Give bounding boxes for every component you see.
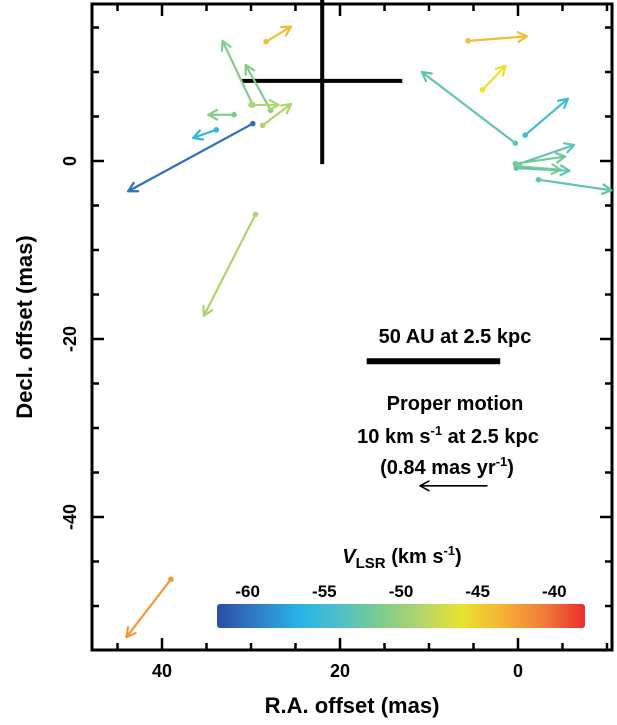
maser-vector-head <box>220 39 232 52</box>
colorbar-tick-label: -40 <box>542 582 567 601</box>
maser-vector-head <box>563 142 576 154</box>
x-tick-label: 0 <box>513 661 523 681</box>
maser-vector-origin <box>252 211 259 218</box>
scale-bar-label: 50 AU at 2.5 kpc <box>379 326 532 348</box>
maser-vector-origin <box>248 102 254 108</box>
maser-vector-shaft <box>127 122 254 193</box>
colorbar-tick-label: -45 <box>465 582 490 601</box>
maser-vector <box>202 211 259 317</box>
colorbar-tick-label: -60 <box>235 582 260 601</box>
maser-vector-shaft <box>420 70 517 145</box>
maser-vector-head <box>559 164 571 177</box>
maser-vector-shaft <box>265 25 293 43</box>
maser-vector <box>420 70 519 146</box>
colorbar-tick-label: -55 <box>312 582 337 601</box>
maser-vector-head <box>554 151 567 164</box>
maser-vector-origin <box>522 132 528 138</box>
maser-vector-origin <box>168 576 174 583</box>
maser-vector-origin <box>479 87 486 93</box>
reference-arrow <box>419 480 488 492</box>
colorbar-tick-label: -50 <box>389 582 414 601</box>
maser-vector-head <box>207 108 219 121</box>
maser-vector-head <box>420 70 433 83</box>
reference-motion-arrow-head <box>419 480 430 492</box>
maser-vector-shaft <box>481 64 507 91</box>
colorbar-title: VLSR (km s-1) <box>342 543 461 572</box>
proper-motion-vectors <box>125 25 613 639</box>
maser-vector-head <box>192 129 205 141</box>
maser-vector <box>514 142 576 168</box>
colorbar-tick-labels: -60 -55 -50 -45 -40 <box>235 582 566 601</box>
maser-vector-head <box>202 304 214 317</box>
maser-vector <box>479 64 507 93</box>
axis-tick-labels: 40 20 0 0 -20 -40 <box>60 156 523 681</box>
plot-frame <box>90 2 614 652</box>
axis-ticks <box>92 4 612 650</box>
maser-vector-shaft <box>515 167 571 172</box>
maser-vector-shaft <box>202 213 257 317</box>
maser-vector <box>535 176 613 195</box>
maser-vector-origin <box>512 160 519 167</box>
maser-vector <box>465 31 529 44</box>
y-tick-label: -20 <box>60 326 80 352</box>
maser-vector-origin <box>512 140 519 146</box>
maser-vector-origin <box>263 38 269 45</box>
maser-vector-shaft <box>524 97 569 137</box>
maser-vector-head <box>280 102 293 115</box>
maser-vector-shaft <box>221 39 254 107</box>
maser-vector <box>207 108 237 121</box>
maser-vector-shaft <box>125 578 172 639</box>
maser-vector-shaft <box>192 128 218 139</box>
maser-vector-head <box>494 64 507 77</box>
maser-vector <box>522 97 569 138</box>
maser-vector-origin <box>259 122 266 129</box>
maser-vector-origin <box>535 176 542 183</box>
maser-vector-shaft <box>514 155 567 165</box>
maser-vector-head <box>279 25 293 37</box>
maser-vector <box>512 151 567 167</box>
maser-vector-origin <box>231 111 237 118</box>
y-axis-title: Decl. offset (mas) <box>12 235 37 418</box>
maser-vector-head <box>556 97 569 110</box>
maser-vector <box>259 102 293 129</box>
maser-vector-head <box>125 626 137 639</box>
maser-vector <box>127 120 256 193</box>
proper-motion-label-line-3: (0.84 mas yr-1) <box>380 454 514 479</box>
maser-vector-head <box>600 183 613 195</box>
proper-motion-label-line-2: 10 km s-1 at 2.5 kpc <box>357 423 539 448</box>
maser-vector-shaft <box>261 102 293 127</box>
proper-motion-label-line-1: Proper motion <box>387 393 524 415</box>
maser-vector-head <box>516 31 529 43</box>
y-tick-label: -40 <box>60 504 80 530</box>
maser-vector <box>192 127 220 141</box>
maser-vector <box>513 164 571 177</box>
center-cross <box>242 0 403 165</box>
maser-vector-origin <box>249 120 256 127</box>
maser-vector <box>248 99 280 111</box>
maser-vector-origin <box>513 165 520 171</box>
maser-vector-origin <box>213 127 220 133</box>
maser-vector <box>125 576 174 639</box>
maser-vector-shaft <box>537 178 613 192</box>
y-tick-label: 0 <box>60 156 80 166</box>
reference-motion-arrow <box>419 480 488 492</box>
maser-vector-shaft <box>244 63 272 112</box>
colorbar <box>217 604 585 628</box>
x-tick-label: 40 <box>152 661 172 681</box>
maser-vector-origin <box>465 38 471 44</box>
maser-vector <box>263 25 293 45</box>
x-tick-label: 20 <box>330 661 350 681</box>
maser-vector-head <box>127 181 140 193</box>
x-axis-title: R.A. offset (mas) <box>265 693 440 718</box>
maser-vector-head <box>244 63 256 76</box>
maser-vector-shaft <box>467 35 529 42</box>
maser-vector-head <box>268 99 280 111</box>
